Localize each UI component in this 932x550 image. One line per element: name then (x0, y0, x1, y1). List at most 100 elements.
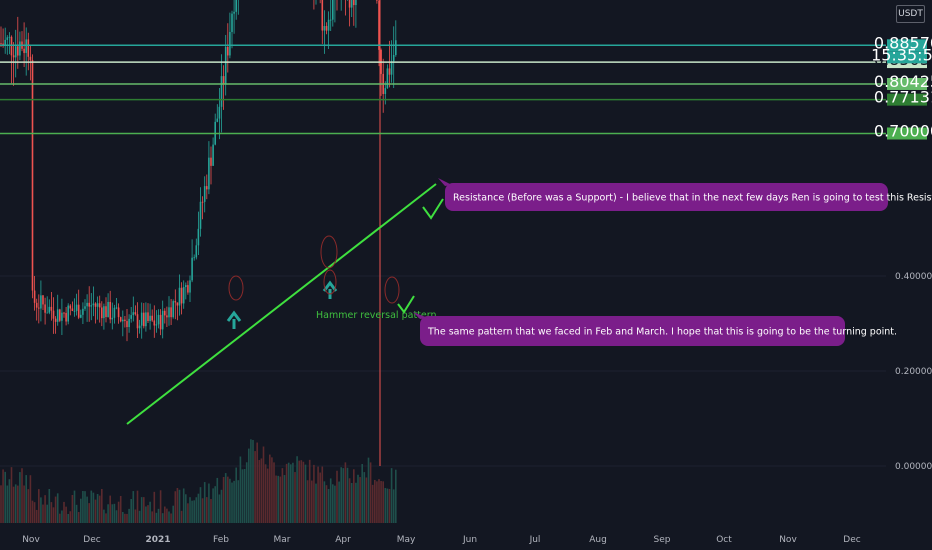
volume-bar (69, 511, 72, 523)
currency-badge[interactable]: USDT (896, 5, 925, 23)
volume-bar (218, 494, 221, 523)
candle-body (92, 303, 95, 306)
candle-body (19, 41, 21, 56)
volume-bar (323, 481, 326, 523)
callout-pattern: The same pattern that we faced in Feb an… (413, 312, 897, 346)
volume-bar (134, 509, 137, 523)
volume-bar (98, 495, 101, 523)
volume-bar (281, 468, 284, 523)
volume-bar (222, 477, 225, 523)
candle-body (65, 313, 67, 322)
candle-body (384, 88, 387, 94)
volume-bar (353, 469, 355, 523)
volume-bar (344, 462, 347, 523)
volume-bar (269, 454, 271, 523)
candle-body (143, 312, 145, 327)
x-tick-label: Jun (462, 535, 477, 545)
candle-body (107, 301, 109, 317)
volume-bar (8, 479, 11, 523)
candle-body (48, 306, 51, 313)
candle-body (327, 19, 330, 31)
volume-bar (61, 510, 63, 523)
volume-bar (4, 471, 6, 523)
volume-bar (212, 488, 214, 523)
candle-body (50, 306, 53, 311)
volume-bar (161, 513, 164, 523)
volume-bar (155, 512, 158, 523)
volume-bar (214, 486, 216, 523)
volume-bar (363, 472, 366, 523)
volume-bar (143, 497, 145, 523)
volume-bar (170, 513, 172, 523)
volume-bar (40, 497, 42, 523)
candle-body (355, 0, 357, 6)
candle-body (323, 26, 326, 31)
candle-body (132, 312, 135, 316)
candle-body (88, 302, 90, 307)
volume-bar (52, 507, 55, 523)
x-tick-label: Feb (213, 535, 229, 545)
volume-bar (59, 513, 61, 523)
candle-body (71, 308, 74, 311)
trend-line (126, 183, 437, 425)
volume-bar (304, 464, 307, 523)
candle-body (189, 280, 191, 293)
volume-bar (145, 506, 147, 523)
candle-body (113, 307, 116, 318)
countdown-label: 15:35:53 (871, 45, 932, 64)
volume-bar (216, 477, 219, 523)
y-tick-label: 0.00000 (895, 462, 932, 472)
candle-body (161, 310, 164, 330)
volume-bar (336, 470, 338, 523)
candle-body (67, 305, 69, 322)
volume-bar (229, 478, 231, 523)
volume-bar (140, 497, 143, 523)
volume-bar (296, 456, 298, 523)
candle-body (147, 312, 149, 322)
candle-body (69, 305, 72, 309)
volume-bar (264, 464, 267, 523)
volume-bar (10, 467, 13, 523)
volume-bar (233, 480, 235, 523)
volume-bar (84, 491, 86, 523)
volume-bar (300, 460, 303, 523)
volume-bar (80, 498, 82, 523)
candle-body (174, 301, 177, 303)
x-tick-label: Sep (654, 535, 671, 545)
x-tick-label: Dec (843, 535, 860, 545)
candle-body (212, 144, 214, 166)
volume-bar (325, 485, 328, 523)
volume-bar (395, 469, 397, 523)
candle-body (134, 312, 137, 315)
volume-bar (115, 510, 118, 523)
candle-body (172, 301, 174, 318)
pattern-label: Hammer reversal pattern (316, 310, 437, 321)
candle-body (23, 48, 25, 53)
candle-body (216, 118, 219, 122)
candle-body (201, 201, 204, 203)
volume-bar (159, 490, 162, 523)
volume-bar (206, 497, 208, 523)
volume-bar (56, 493, 59, 523)
candle-body (170, 307, 172, 318)
volume-bar (117, 501, 120, 523)
volume-bar (138, 510, 141, 523)
callouts: Resistance (Before was a Support) - I be… (413, 178, 932, 346)
volume-bar (390, 468, 393, 523)
volume-bar (243, 469, 246, 523)
callout-text: The same pattern that we faced in Feb an… (427, 327, 897, 338)
candle-body (2, 43, 4, 46)
volume-bar (237, 480, 240, 523)
volume-bar (119, 495, 122, 523)
candle-body (0, 43, 2, 45)
volume-bar (136, 490, 139, 523)
volume-bar (292, 462, 294, 523)
price-tag-box (887, 127, 927, 140)
candle-body (44, 304, 46, 313)
volume-bar (2, 469, 4, 523)
candle-body (56, 309, 59, 322)
price-tag-label: 0.70000 (874, 122, 932, 141)
candle-body (46, 312, 48, 314)
volume-bar (332, 484, 334, 523)
